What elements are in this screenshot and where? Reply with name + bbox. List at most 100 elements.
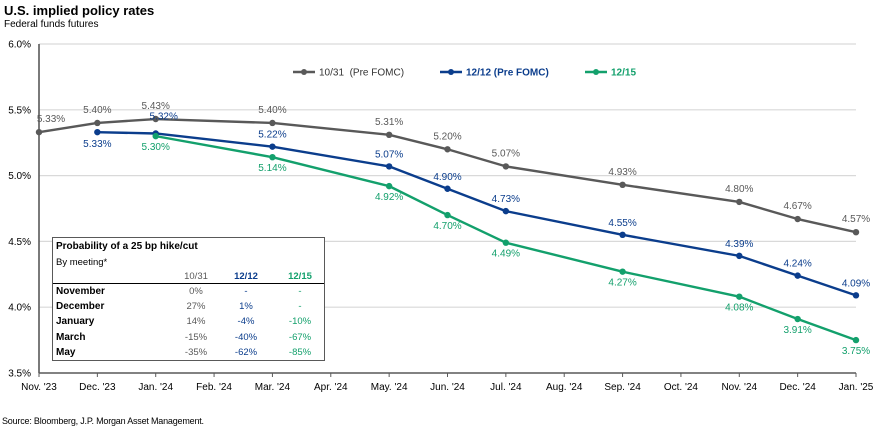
probability-value: -4% xyxy=(237,316,255,328)
data-point xyxy=(269,143,276,150)
y-tick-label: 5.0% xyxy=(8,171,31,182)
data-label: 5.07% xyxy=(375,149,403,160)
data-label: 4.27% xyxy=(608,278,636,289)
x-tick-label: Dec. '24 xyxy=(779,382,816,393)
data-label: 4.92% xyxy=(375,192,403,203)
data-point xyxy=(619,181,626,189)
data-label: 4.24% xyxy=(783,259,811,270)
legend-label: 10/31 (Pre FOMC) xyxy=(319,68,404,79)
data-point xyxy=(794,315,801,323)
data-point xyxy=(385,131,393,139)
probability-value: -40% xyxy=(234,331,258,343)
data-label: 5.14% xyxy=(258,163,286,174)
legend-label: 12/15 xyxy=(611,68,636,79)
data-point xyxy=(794,272,801,279)
data-point xyxy=(502,239,510,246)
probability-value: 14% xyxy=(186,316,206,328)
data-label: 4.08% xyxy=(725,303,753,314)
table-title: Probability of a 25 bp hike/cut xyxy=(56,241,198,252)
data-point xyxy=(444,146,451,153)
chart-subtitle: Federal funds futures xyxy=(4,19,99,30)
meeting-label: November xyxy=(56,286,105,297)
data-label: 5.20% xyxy=(433,131,461,142)
data-point xyxy=(94,128,101,136)
data-point xyxy=(152,132,159,140)
data-label: 4.93% xyxy=(608,167,636,178)
col-header-1215: 12/15 xyxy=(288,271,312,282)
meeting-label: May xyxy=(56,346,76,358)
x-tick-label: Jan. '25 xyxy=(839,382,874,393)
series-line-1 xyxy=(97,130,857,297)
probability-value: 1% xyxy=(239,301,253,313)
data-point xyxy=(269,119,276,127)
data-label: 4.90% xyxy=(433,172,461,183)
data-label: 4.70% xyxy=(433,221,461,232)
data-point xyxy=(736,293,743,300)
data-point xyxy=(736,198,743,206)
col-header-1031: 10/31 xyxy=(184,271,208,282)
x-tick-label: Aug. '24 xyxy=(546,382,583,393)
data-point xyxy=(794,215,801,223)
data-label: 5.22% xyxy=(258,130,286,141)
data-label: 4.57% xyxy=(842,214,870,225)
x-tick-label: May. '24 xyxy=(371,382,408,393)
x-tick-label: Oct. '24 xyxy=(664,382,699,393)
data-point xyxy=(269,153,276,161)
table-row: May -35% -62% -85% xyxy=(53,347,324,362)
legend-swatch-marker xyxy=(448,69,454,75)
col-header-1212: 12/12 xyxy=(234,271,258,282)
source-note: Source: Bloomberg, J.P. Morgan Asset Man… xyxy=(2,416,204,426)
y-tick-label: 5.5% xyxy=(8,105,31,116)
table-row: March -15% -40% -67% xyxy=(53,332,324,347)
data-point xyxy=(502,163,510,170)
data-label: 4.49% xyxy=(492,249,520,260)
y-tick-label: 6.0% xyxy=(8,40,31,51)
header-divider xyxy=(53,283,324,284)
legend-swatch-marker xyxy=(301,69,307,75)
data-label: 5.33% xyxy=(83,139,111,150)
data-point xyxy=(385,182,393,190)
data-point xyxy=(152,115,159,123)
data-label: 5.40% xyxy=(258,105,286,116)
data-label: 3.75% xyxy=(842,346,870,357)
data-label: 4.09% xyxy=(842,278,870,289)
data-point xyxy=(852,228,860,236)
x-tick-label: Jul. '24 xyxy=(490,382,522,393)
data-label: 4.67% xyxy=(783,201,811,212)
data-label: 5.40% xyxy=(83,105,111,116)
data-label: 3.91% xyxy=(783,325,811,336)
x-tick-label: Jan. '24 xyxy=(138,382,173,393)
probability-value: - xyxy=(298,301,302,313)
data-point xyxy=(444,211,451,219)
data-point xyxy=(502,207,510,215)
y-tick-label: 4.5% xyxy=(8,237,31,248)
probability-value: -85% xyxy=(288,346,312,358)
meeting-label: December xyxy=(56,301,105,313)
table-subtitle: By meeting* xyxy=(56,257,108,268)
probability-value: -10% xyxy=(288,316,312,328)
probability-value: - xyxy=(244,286,248,297)
probability-value: -67% xyxy=(288,331,312,343)
probability-value: 27% xyxy=(186,301,206,313)
data-point xyxy=(852,336,860,344)
meeting-label: March xyxy=(56,331,86,343)
table-row: January 14% -4% -10% xyxy=(53,316,324,331)
legend-swatch-marker xyxy=(593,69,599,75)
x-tick-label: Apr. '24 xyxy=(314,382,348,393)
data-label: 4.55% xyxy=(608,218,636,229)
x-tick-label: Jun. '24 xyxy=(430,382,465,393)
data-label: 4.73% xyxy=(492,194,520,205)
y-tick-label: 4.0% xyxy=(8,303,31,314)
data-point xyxy=(35,128,43,136)
data-label: 5.07% xyxy=(492,148,520,159)
data-label: 5.30% xyxy=(142,142,170,153)
data-point xyxy=(619,268,626,275)
y-tick-label: 3.5% xyxy=(8,369,31,380)
data-label: 5.31% xyxy=(375,117,403,128)
probability-table: Probability of a 25 bp hike/cut By meeti… xyxy=(52,237,325,361)
meeting-label: January xyxy=(56,316,95,328)
data-label: 4.39% xyxy=(725,239,753,250)
probability-value: -35% xyxy=(184,346,208,358)
data-point xyxy=(619,231,626,239)
